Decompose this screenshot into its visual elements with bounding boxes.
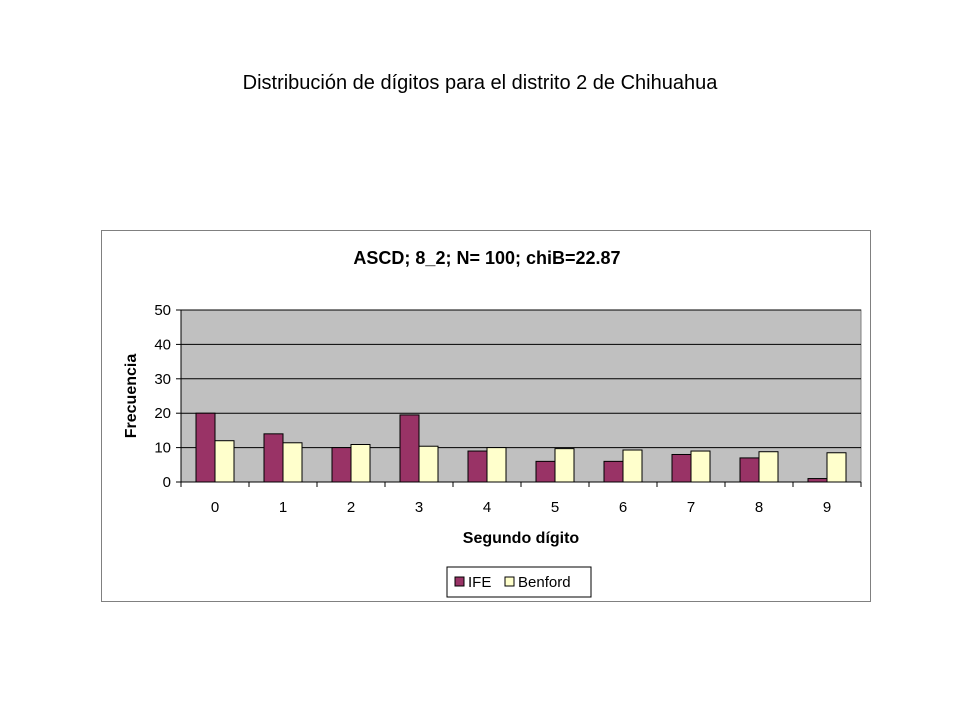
bar-benford-7 <box>690 450 711 483</box>
legend-swatch-ife <box>454 576 465 587</box>
bar-ife-1 <box>263 433 284 483</box>
bar-benford-3 <box>418 445 439 483</box>
bar-ife-6 <box>603 460 624 483</box>
bar-ife-0 <box>195 412 216 483</box>
y-axis-title: Frecuencia <box>123 354 140 439</box>
bar-benford-2 <box>350 444 371 483</box>
x-tick-label: 6 <box>619 499 627 516</box>
x-tick-label: 4 <box>483 499 491 516</box>
slide-title: Distribución de dígitos para el distrito… <box>242 72 718 94</box>
bar-ife-8 <box>739 457 760 483</box>
y-tick-label: 20 <box>154 405 171 422</box>
y-tick-label: 50 <box>154 302 171 319</box>
x-tick-label: 0 <box>211 499 219 516</box>
x-tick-label: 2 <box>347 499 355 516</box>
legend-label-benford: Benford <box>518 574 571 591</box>
bar-ife-3 <box>399 414 420 483</box>
x-tick-label: 1 <box>279 499 287 516</box>
bar-benford-1 <box>282 442 303 483</box>
bar-benford-4 <box>486 447 507 483</box>
bar-benford-0 <box>214 440 235 483</box>
bar-ife-9 <box>807 478 828 483</box>
x-tick-label: 5 <box>551 499 559 516</box>
bar-benford-8 <box>758 451 779 483</box>
chart-title: ASCD; 8_2; N= 100; chiB=22.87 <box>353 248 620 268</box>
bar-benford-9 <box>826 452 847 483</box>
x-tick-label: 9 <box>823 499 831 516</box>
legend-box <box>446 566 592 598</box>
x-tick-label: 3 <box>415 499 423 516</box>
x-axis-title: Segundo dígito <box>463 530 580 547</box>
bar-ife-4 <box>467 450 488 483</box>
y-tick-label: 40 <box>154 336 171 353</box>
bar-benford-6 <box>622 449 643 483</box>
bar-ife-2 <box>331 447 352 483</box>
bar-benford-5 <box>554 448 575 483</box>
legend: IFE Benford <box>446 566 592 598</box>
legend-label-ife: IFE <box>468 574 491 591</box>
legend-swatch-benford <box>504 576 515 587</box>
bar-ife-7 <box>671 453 692 483</box>
plot-area: 0 10 20 30 40 50 0 1 2 3 4 5 6 7 8 9 <box>154 302 862 516</box>
x-tick-label: 7 <box>687 499 695 516</box>
y-tick-label: 30 <box>154 371 171 388</box>
y-tick-label: 10 <box>154 440 171 457</box>
y-tick-label: 0 <box>163 474 171 491</box>
x-tick-label: 8 <box>755 499 763 516</box>
bar-ife-5 <box>535 460 556 483</box>
